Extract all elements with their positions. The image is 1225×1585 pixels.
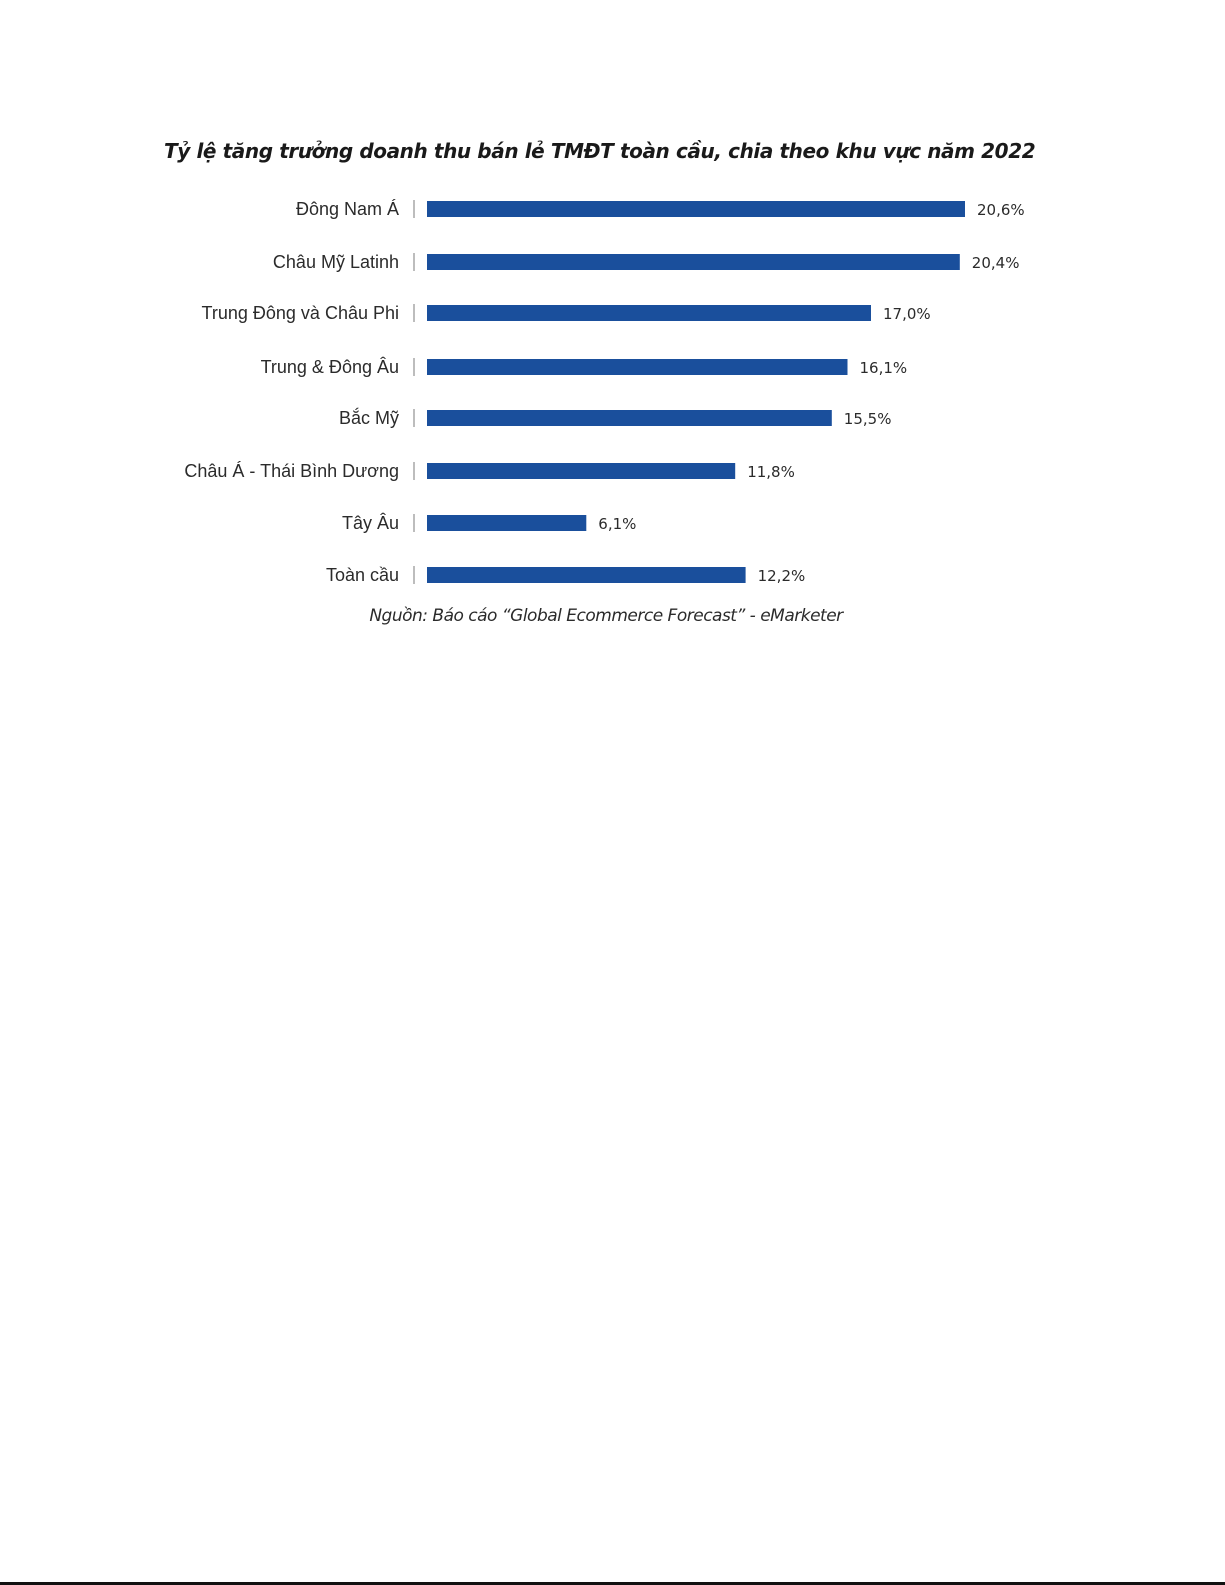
bar <box>427 410 832 426</box>
value-label: 15,5% <box>844 410 892 428</box>
category-label: Đông Nam Á <box>296 199 399 219</box>
value-label: 20,6% <box>977 201 1025 219</box>
category-label: Toàn cầu <box>326 565 399 585</box>
bar <box>427 305 871 321</box>
bar <box>427 463 736 479</box>
bar <box>427 567 746 583</box>
category-label: Tây Âu <box>342 513 399 533</box>
category-label: Châu Mỹ Latinh <box>273 252 399 272</box>
category-label: Trung & Đông Âu <box>261 357 399 377</box>
value-label: 16,1% <box>860 359 908 377</box>
bar <box>427 254 960 270</box>
bar <box>427 359 848 375</box>
chart-source: Nguồn: Báo cáo “Global Ecommerce Forecas… <box>369 606 843 626</box>
value-label: 12,2% <box>758 567 806 585</box>
bar <box>427 515 587 531</box>
chart-title: Tỷ lệ tăng trưởng doanh thu bán lẻ TMĐT … <box>164 139 1036 163</box>
category-label: Bắc Mỹ <box>339 407 399 428</box>
value-label: 20,4% <box>972 254 1020 272</box>
page-bottom-rule <box>0 1582 1225 1585</box>
bar-chart: Đông Nam Á 20,6% Châu Mỹ Latinh 20,4% Trung … <box>184 199 1025 585</box>
value-label: 11,8% <box>747 463 795 481</box>
value-label: 6,1% <box>598 515 636 533</box>
category-label: Châu Á - Thái Bình Dương <box>184 461 399 481</box>
bar <box>427 201 965 217</box>
category-label: Trung Đông và Châu Phi <box>202 303 399 323</box>
value-label: 17,0% <box>883 305 931 323</box>
